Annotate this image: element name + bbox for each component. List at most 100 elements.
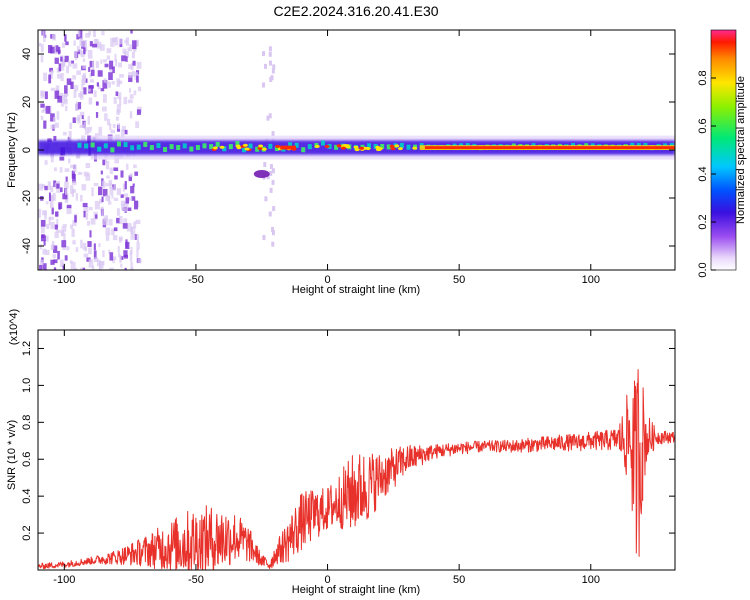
spectrogram-cell bbox=[56, 185, 61, 193]
spectrogram-cell bbox=[59, 167, 63, 173]
spectrogram-cell bbox=[132, 47, 137, 52]
spectrogram-cell bbox=[129, 253, 133, 262]
spectrogram-cell bbox=[320, 140, 325, 146]
spectrogram-cell bbox=[85, 163, 91, 169]
spectrogram-cell bbox=[130, 185, 135, 194]
spectrogram-cell bbox=[219, 145, 225, 149]
spectrogram-cell bbox=[131, 196, 136, 201]
spectrogram-cell bbox=[75, 154, 80, 159]
spectrogram-cell bbox=[354, 148, 360, 152]
spectrogram-cell bbox=[81, 84, 84, 91]
colorbar-gradient bbox=[710, 29, 737, 271]
spectrogram-cell bbox=[271, 230, 275, 236]
spectrogram-cell bbox=[53, 267, 57, 270]
spectrogram-cell bbox=[128, 75, 133, 83]
spectrogram-cell bbox=[110, 147, 115, 153]
spectrogram-cell bbox=[71, 228, 75, 237]
x-tick-label: 0 bbox=[324, 574, 330, 586]
spectrogram-cell bbox=[88, 247, 92, 255]
spectrogram-cell bbox=[101, 106, 107, 112]
spectrogram-cell bbox=[50, 221, 55, 230]
spectrogram-cell bbox=[71, 60, 74, 64]
spectrogram-cell bbox=[74, 85, 79, 92]
spectrogram-cell bbox=[268, 60, 272, 66]
spectrogram-cell bbox=[367, 143, 372, 149]
spectrogram-cell bbox=[132, 60, 136, 66]
spectrogram-cell bbox=[135, 219, 141, 224]
spectrogram-cell bbox=[118, 236, 123, 241]
spectrogram-cell bbox=[271, 168, 275, 174]
spectrogram-cell bbox=[106, 175, 110, 179]
spectrogram-cell bbox=[112, 256, 117, 261]
spectrogram-cell bbox=[52, 253, 57, 259]
spectrogram-cell bbox=[78, 49, 83, 56]
spectrogram-cell bbox=[271, 226, 275, 232]
spectrogram-cell bbox=[129, 173, 133, 177]
spectrogram-cell bbox=[182, 143, 187, 149]
spectrogram-cell bbox=[50, 87, 56, 91]
colorbar: 0.0 0.2 0.4 0.6 0.8 Normalized spectral ampl… bbox=[697, 29, 747, 278]
spectrogram-cell bbox=[307, 144, 312, 150]
spectrogram-cell bbox=[60, 187, 63, 193]
spectrogram-cell bbox=[58, 46, 61, 55]
x-tick-label: -50 bbox=[188, 274, 204, 286]
spectrogram-cell bbox=[50, 153, 54, 163]
spectrogram-cell bbox=[412, 146, 418, 150]
spectrogram-cell bbox=[90, 218, 96, 225]
spectrogram-cell bbox=[132, 183, 135, 187]
spectrogram-cell bbox=[91, 187, 94, 197]
spectrogram-cell bbox=[62, 265, 65, 270]
spectrogram-cell bbox=[98, 261, 104, 269]
spectrogram-cell bbox=[301, 147, 306, 153]
spectrogram-cell bbox=[54, 231, 59, 239]
spectrogram-cell bbox=[228, 144, 233, 150]
spectrogram-cell bbox=[117, 123, 121, 129]
spectrogram-cell bbox=[50, 70, 54, 74]
spectrogram-cell bbox=[114, 175, 118, 180]
spectrogram-cell bbox=[108, 72, 113, 81]
spectrogram-cell bbox=[70, 261, 76, 270]
spectrogram-cell bbox=[93, 38, 98, 46]
spectrogram-cell bbox=[113, 227, 118, 232]
spectrogram-cell bbox=[136, 242, 140, 250]
spectrogram-cell bbox=[88, 259, 94, 268]
spectrogram-cell bbox=[124, 267, 127, 270]
spectrogram-cell bbox=[58, 203, 61, 210]
spectrogram-cell bbox=[353, 145, 359, 149]
spectrogram-cell bbox=[133, 164, 137, 169]
colorbar-tick-label: 0.4 bbox=[697, 166, 709, 181]
spectrogram-cell bbox=[76, 33, 79, 40]
spectrogram-cell bbox=[53, 180, 57, 187]
spectrogram-cell bbox=[41, 184, 45, 189]
spectrogram-cell bbox=[128, 197, 133, 201]
spectrogram-cell bbox=[114, 37, 119, 46]
spectrogram-cell bbox=[113, 96, 117, 104]
spectrogram-cell bbox=[96, 259, 101, 267]
spectrogram-cell bbox=[53, 245, 58, 253]
spectrogram-cell bbox=[61, 42, 65, 48]
spectrogram-cell bbox=[156, 143, 161, 149]
y-tick-label: 40 bbox=[21, 48, 33, 60]
spectrogram-cell bbox=[54, 211, 59, 217]
spectrogram-cell bbox=[72, 75, 77, 80]
spectrogram-cell bbox=[269, 76, 273, 82]
spectrogram-cell bbox=[80, 239, 83, 249]
spectrogram-cell bbox=[74, 215, 77, 223]
spectrogram-cell bbox=[119, 74, 124, 78]
spectrogram-cell bbox=[62, 131, 67, 136]
spectrogram-cell bbox=[84, 127, 89, 135]
spectrogram-cell bbox=[38, 42, 42, 47]
spectrogram-cell bbox=[122, 183, 125, 192]
spectrogram-cell bbox=[43, 120, 47, 129]
spectrogram-cell bbox=[93, 182, 99, 187]
spectrogram-cell bbox=[112, 235, 118, 241]
spectrogram-cell bbox=[118, 62, 123, 68]
spectrogram-cell bbox=[77, 102, 82, 110]
spectrogram-cell bbox=[266, 174, 270, 180]
spectrogram-cell bbox=[135, 121, 140, 129]
spectrogram-cell bbox=[112, 66, 115, 74]
spectrogram-cell bbox=[85, 32, 90, 38]
spectrogram-cell bbox=[40, 90, 45, 97]
spectrogram-cell bbox=[71, 188, 75, 197]
spectrogram-cell bbox=[115, 91, 119, 96]
